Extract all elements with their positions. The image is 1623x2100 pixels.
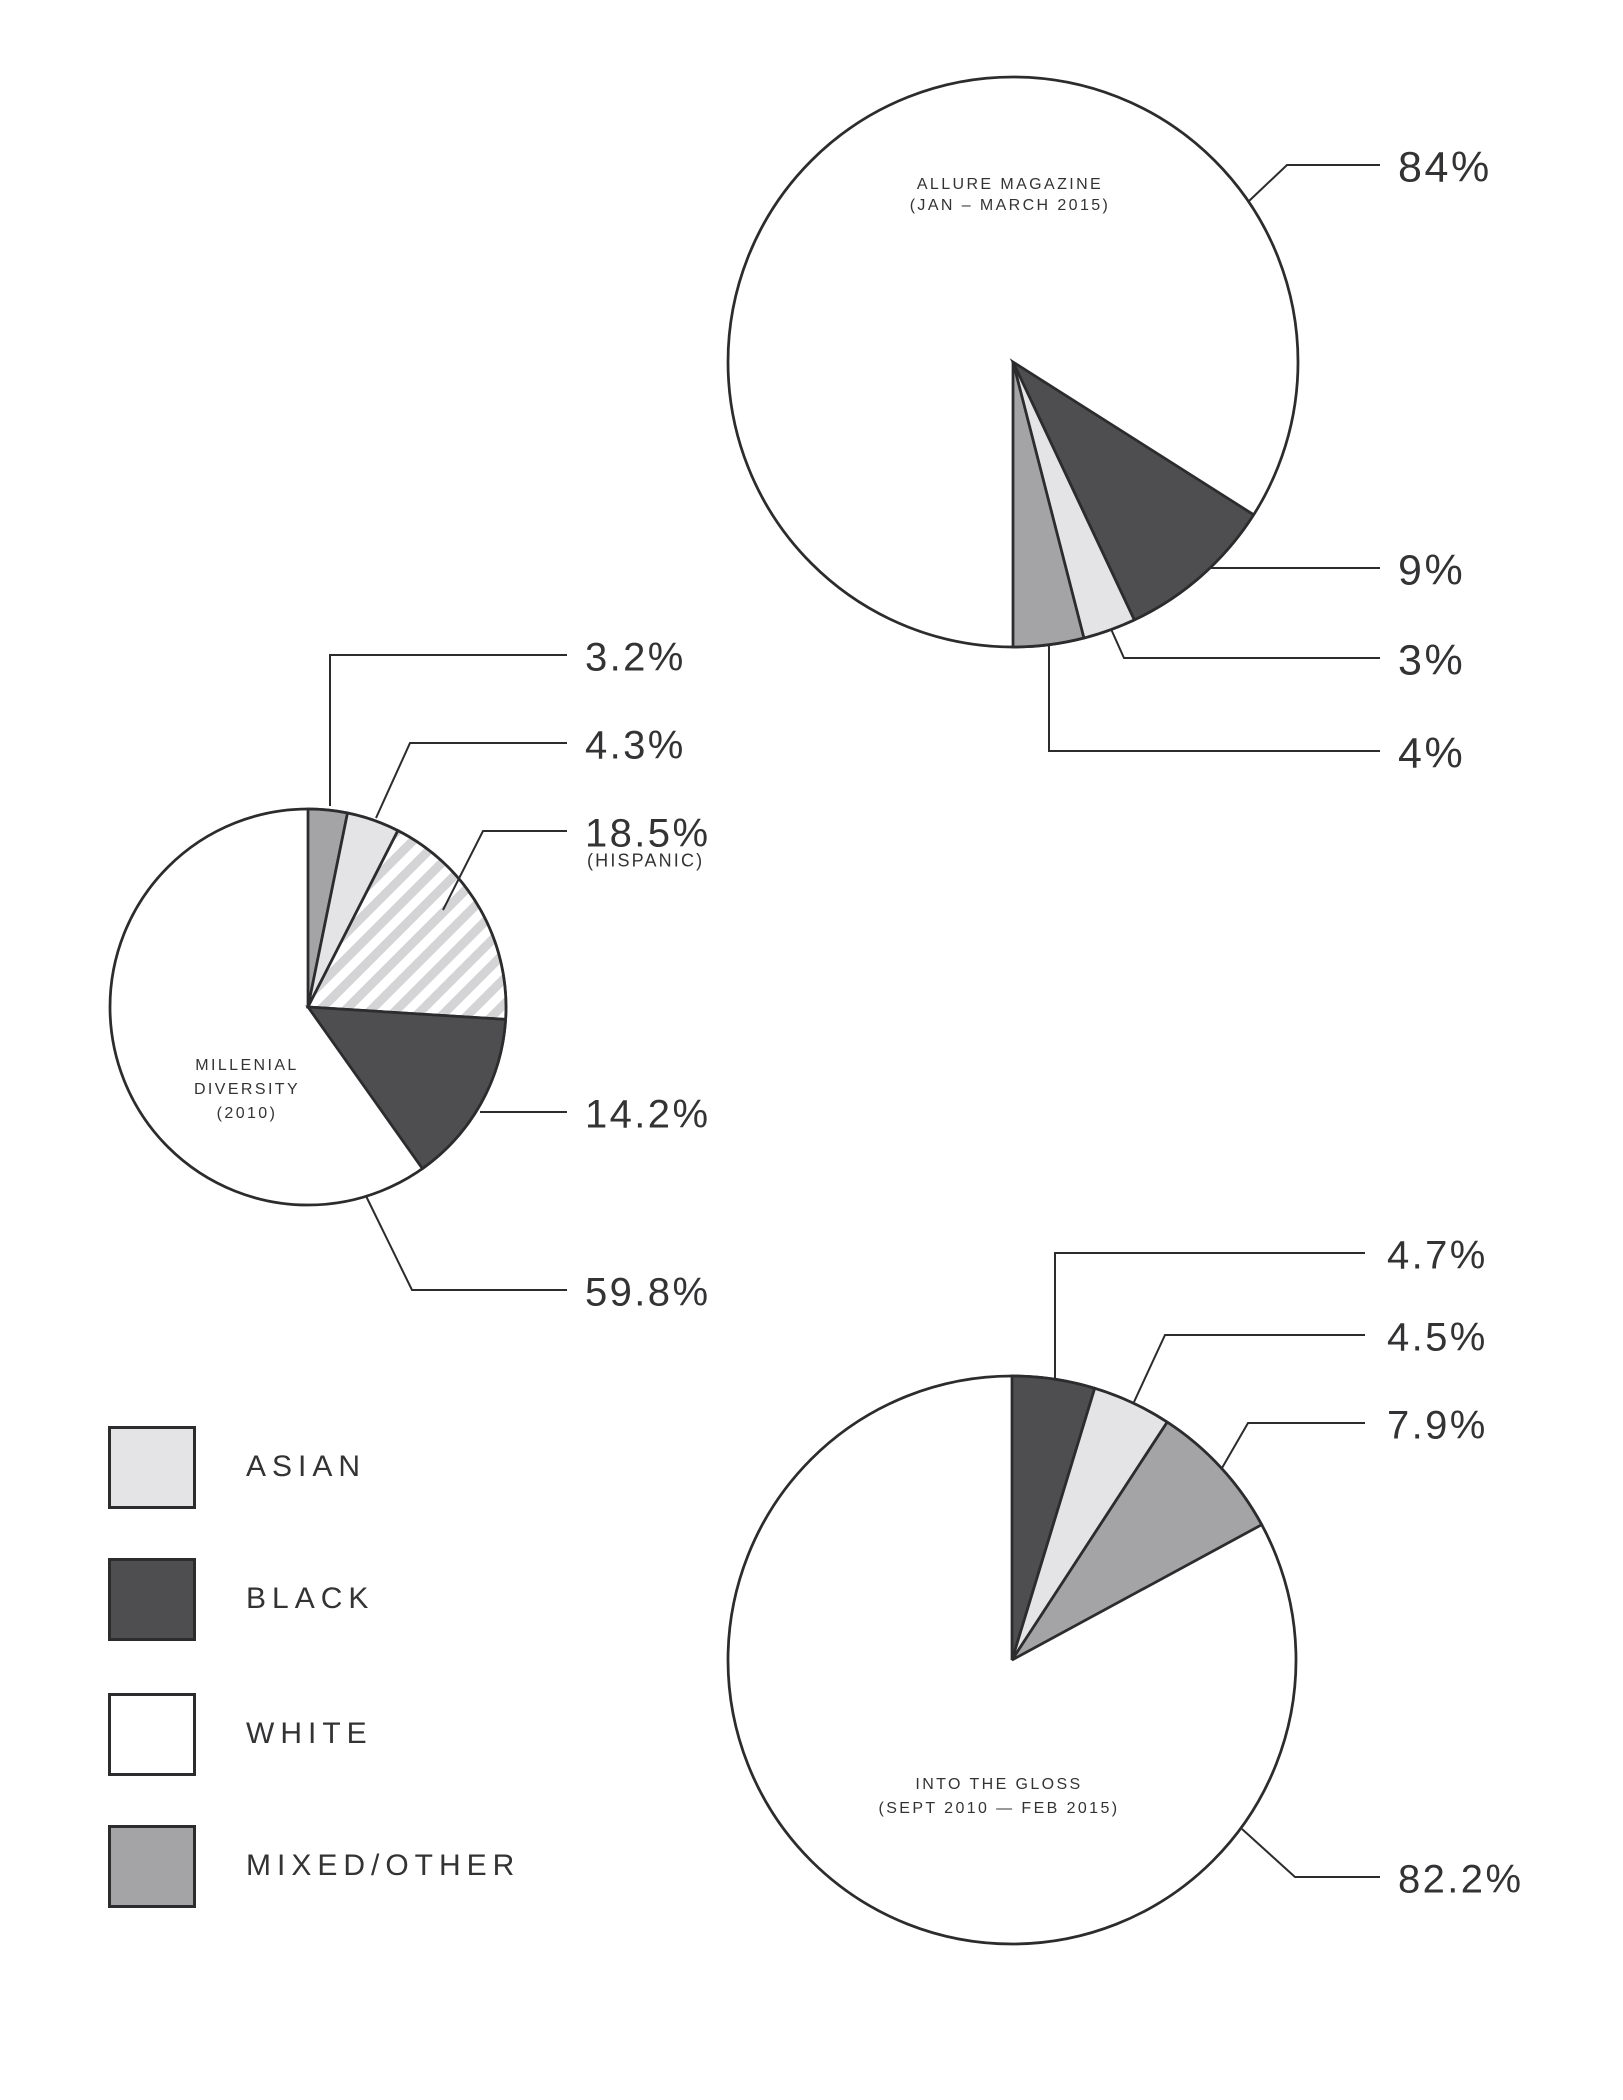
leader-line-into-the-gloss-asian <box>1133 1334 1365 1403</box>
leader-line-allure-magazine-mixed-other <box>1048 645 1380 752</box>
legend-swatch-mixed-other <box>108 1824 196 1908</box>
pie-title-line: DIVERSITY <box>193 1081 301 1098</box>
legend-item-black: BLACK <box>108 1557 374 1641</box>
legend-swatch-white <box>108 1692 196 1776</box>
leader-line-millennial-diversity-mixed-other <box>329 654 567 806</box>
pie-title-millennial-diversity: MILLENIAL DIVERSITY (2010) <box>97 1054 397 1126</box>
pie-slice-allure-magazine-black <box>1009 358 1256 622</box>
leader-line-millennial-diversity-white <box>365 1195 567 1291</box>
legend-label-black: BLACK <box>246 1582 375 1615</box>
pie-title-into-the-gloss: INTO THE GLOSS (SEPT 2010 — FEB 2015) <box>749 1773 1249 1821</box>
legend-swatch-black <box>108 1557 196 1641</box>
leader-line-allure-magazine-white <box>1248 164 1380 202</box>
leader-line-into-the-gloss-black <box>1054 1252 1365 1379</box>
leader-line-millennial-diversity-hispanic <box>442 830 567 911</box>
pie-title-line: MILLENIAL <box>195 1057 299 1074</box>
pie-slice-millennial-diversity-hispanic <box>305 828 508 1021</box>
legend-swatch-asian <box>108 1425 196 1509</box>
pie-slice-millennial-diversity-black <box>305 1005 508 1171</box>
pie-title-allure-magazine: ALLURE MAGAZINE (JAN – MARCH 2015) <box>760 174 1260 216</box>
leader-line-into-the-gloss-white <box>1241 1828 1380 1878</box>
pie-into-the-gloss <box>726 1252 1380 1946</box>
legend-item-white: WHITE <box>108 1692 373 1776</box>
pie-title-line: ALLURE MAGAZINE <box>916 176 1104 193</box>
pie-millennial-diversity <box>108 654 567 1291</box>
pie-slice-allure-magazine-mixed-other <box>1011 361 1086 649</box>
pie-title-line: (JAN – MARCH 2015) <box>909 197 1111 214</box>
pie-title-line: (2010) <box>216 1105 278 1122</box>
pie-allure-magazine <box>726 75 1380 752</box>
legend-label-asian: ASIAN <box>246 1450 367 1483</box>
leader-line-into-the-gloss-mixed-other <box>1221 1422 1365 1469</box>
pie-title-line: (SEPT 2010 — FEB 2015) <box>878 1800 1120 1817</box>
legend-item-mixed-other: MIXED/OTHER <box>108 1824 520 1908</box>
legend-label-white: WHITE <box>246 1717 373 1750</box>
legend-item-asian: ASIAN <box>108 1425 366 1509</box>
leader-line-millennial-diversity-asian <box>375 742 567 819</box>
pie-title-line: INTO THE GLOSS <box>915 1776 1083 1793</box>
leader-line-allure-magazine-asian <box>1110 628 1380 659</box>
legend-label-mixed-other: MIXED/OTHER <box>246 1849 521 1882</box>
pie-slice-into-the-gloss-mixed-other <box>1010 1420 1264 1662</box>
